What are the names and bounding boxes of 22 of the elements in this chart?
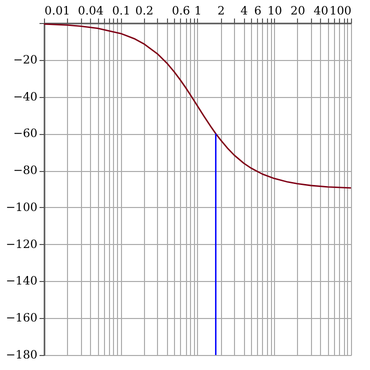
x-tick-label: 0.6 [172,4,190,18]
y-tick-label: −40 [13,89,38,104]
x-tick-label: 100 [330,4,352,18]
y-tick-label: −20 [13,52,38,66]
y-tick-label: −160 [6,310,38,325]
x-tick-label: 2 [217,4,225,18]
x-tick-label: 0.01 [44,4,70,18]
x-tick-label: 40 [314,4,328,18]
y-tick-label: −100 [6,200,38,214]
y-tick-label: −60 [13,126,38,140]
x-tick-label: 4 [240,4,248,18]
x-tick-label: 6 [254,4,262,18]
x-tick-label: 10 [267,4,282,18]
x-tick-label: 0.2 [135,4,154,18]
y-tick-label: −120 [6,236,38,251]
x-tick-label: 0.1 [112,4,130,18]
y-tick-label: −140 [6,274,38,288]
x-tick-label: 20 [290,4,306,18]
x-tick-label: 1 [194,4,202,18]
y-tick-label: −180 [6,348,38,362]
x-tick-label: 0.04 [78,4,104,18]
y-tick-label: −80 [13,163,38,178]
